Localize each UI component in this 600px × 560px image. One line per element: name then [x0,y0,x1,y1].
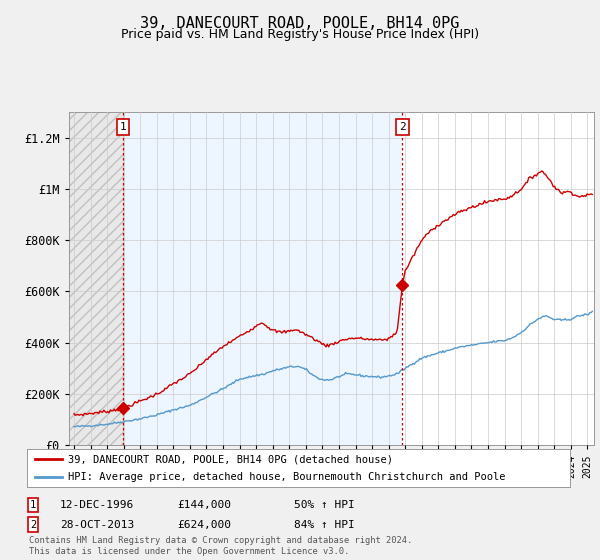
Text: 1: 1 [119,122,127,132]
Text: 2: 2 [399,122,406,132]
Text: £144,000: £144,000 [177,500,231,510]
Text: 12-DEC-1996: 12-DEC-1996 [60,500,134,510]
Bar [69,112,123,445]
Text: HPI: Average price, detached house, Bournemouth Christchurch and Poole: HPI: Average price, detached house, Bour… [68,472,505,482]
Text: 1: 1 [30,500,36,510]
Text: 84% ↑ HPI: 84% ↑ HPI [294,520,355,530]
Text: 28-OCT-2013: 28-OCT-2013 [60,520,134,530]
Text: Contains HM Land Registry data © Crown copyright and database right 2024.: Contains HM Land Registry data © Crown c… [29,536,412,545]
Bar [69,112,123,445]
Text: Price paid vs. HM Land Registry's House Price Index (HPI): Price paid vs. HM Land Registry's House … [121,28,479,41]
Text: 39, DANECOURT ROAD, POOLE, BH14 0PG (detached house): 39, DANECOURT ROAD, POOLE, BH14 0PG (det… [68,454,393,464]
Text: 39, DANECOURT ROAD, POOLE, BH14 0PG: 39, DANECOURT ROAD, POOLE, BH14 0PG [140,16,460,31]
Bar [123,112,403,445]
Text: This data is licensed under the Open Government Licence v3.0.: This data is licensed under the Open Gov… [29,547,349,556]
Text: 2: 2 [30,520,36,530]
Text: £624,000: £624,000 [177,520,231,530]
Text: 50% ↑ HPI: 50% ↑ HPI [294,500,355,510]
